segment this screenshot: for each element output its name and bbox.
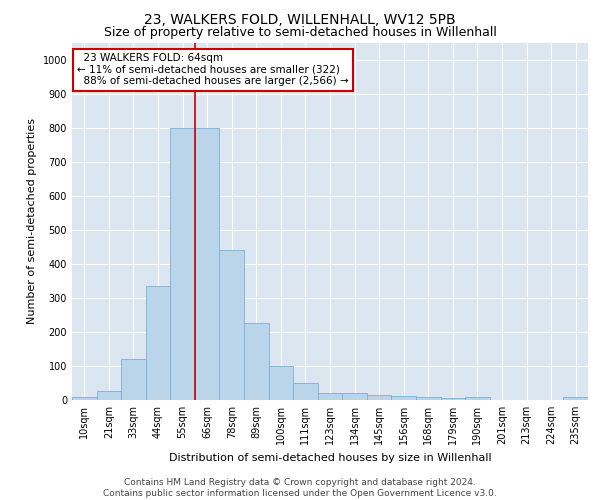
Bar: [342, 392, 367, 400]
Bar: [97, 392, 121, 400]
Bar: [440, 398, 465, 400]
Bar: [170, 128, 195, 400]
Bar: [367, 395, 391, 400]
Bar: [146, 286, 170, 400]
Text: Size of property relative to semi-detached houses in Willenhall: Size of property relative to semi-detach…: [104, 26, 496, 39]
Bar: [121, 359, 146, 400]
Text: 23, WALKERS FOLD, WILLENHALL, WV12 5PB: 23, WALKERS FOLD, WILLENHALL, WV12 5PB: [144, 12, 456, 26]
X-axis label: Distribution of semi-detached houses by size in Willenhall: Distribution of semi-detached houses by …: [169, 452, 491, 462]
Bar: [465, 398, 490, 400]
Bar: [220, 250, 244, 400]
Y-axis label: Number of semi-detached properties: Number of semi-detached properties: [27, 118, 37, 324]
Bar: [391, 396, 416, 400]
Bar: [563, 398, 588, 400]
Text: Contains HM Land Registry data © Crown copyright and database right 2024.
Contai: Contains HM Land Registry data © Crown c…: [103, 478, 497, 498]
Bar: [293, 383, 318, 400]
Bar: [269, 366, 293, 400]
Bar: [72, 398, 97, 400]
Bar: [195, 128, 220, 400]
Text: 23 WALKERS FOLD: 64sqm
← 11% of semi-detached houses are smaller (322)
  88% of : 23 WALKERS FOLD: 64sqm ← 11% of semi-det…: [77, 53, 349, 86]
Bar: [318, 392, 342, 400]
Bar: [244, 324, 269, 400]
Bar: [416, 396, 440, 400]
